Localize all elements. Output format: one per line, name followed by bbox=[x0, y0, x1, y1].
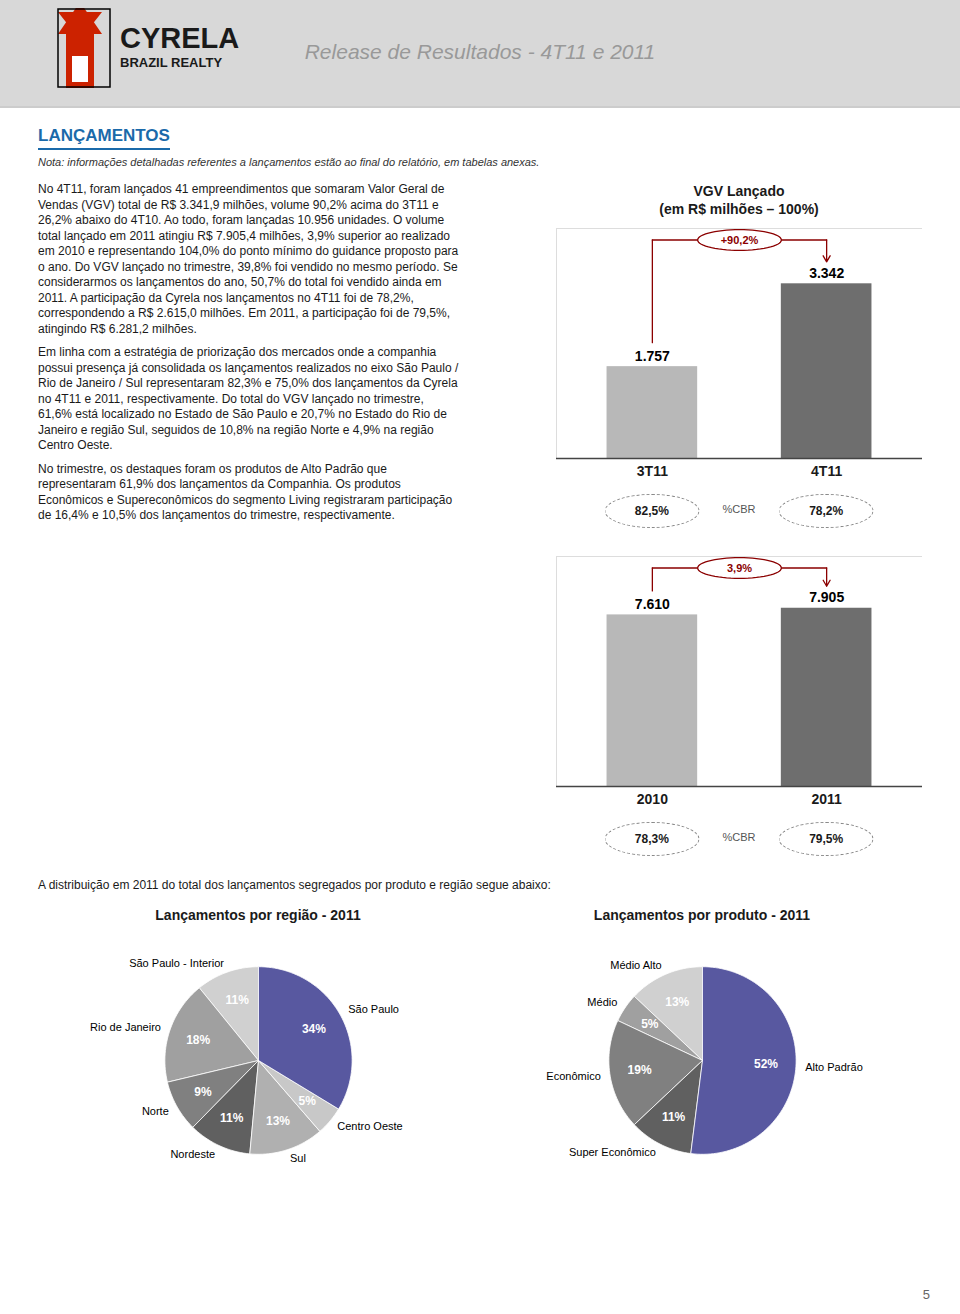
html-text:considerarmos os lançamentos d: considerarmos os lançamentos do ano, 50,… bbox=[38, 275, 442, 289]
html-text:atingindo R$ 6.281,2 milhões.: atingindo R$ 6.281,2 milhões. bbox=[38, 321, 197, 336]
svg-text:34%: 34% bbox=[302, 1022, 326, 1036]
svg-text:2010: 2010 bbox=[637, 791, 668, 807]
html-text:26,2% abaixo do 4T10. Ao todo,: 26,2% abaixo do 4T10. Ao todo, foram lan… bbox=[38, 213, 445, 227]
html-text:VGV Lançado: VGV Lançado bbox=[693, 183, 785, 199]
svg-text:Sul: Sul bbox=[290, 1152, 306, 1164]
html-text:BRAZIL REALTY: BRAZIL REALTY bbox=[120, 55, 223, 70]
html-text:A distribuição em 2011 do tota: A distribuição em 2011 do total dos lanç… bbox=[38, 878, 551, 892]
html-text:61,6% está localizado no Estad: 61,6% está localizado no Estado de São P… bbox=[38, 407, 447, 421]
html-text:%CBR: %CBR bbox=[722, 503, 756, 515]
svg-text:13%: 13% bbox=[266, 1114, 290, 1128]
svg-text:Norte: Norte bbox=[142, 1105, 169, 1117]
html-text:78,2%: 78,2% bbox=[809, 504, 844, 518]
svg-text:11%: 11% bbox=[662, 1110, 686, 1124]
html-text:total lançado em 2011 atingiu: total lançado em 2011 atingiu R$ 7.905,4… bbox=[38, 228, 450, 243]
svg-text:Nordeste: Nordeste bbox=[170, 1148, 215, 1160]
svg-text:Rio de Janeiro: Rio de Janeiro bbox=[90, 1021, 161, 1033]
html-text:Econômicos e Supereconômicos d: Econômicos e Supereconômicos do segmento… bbox=[38, 492, 453, 507]
svg-text:2011: 2011 bbox=[811, 791, 842, 807]
html-text:de 16,4% e 10,5% dos lançament: de 16,4% e 10,5% dos lançamentos do trim… bbox=[38, 508, 395, 522]
html-text:78,3%: 78,3% bbox=[634, 832, 669, 846]
svg-text:São Paulo - Interior: São Paulo - Interior bbox=[129, 957, 224, 969]
svg-text:7.610: 7.610 bbox=[635, 596, 670, 612]
svg-text:4T11: 4T11 bbox=[811, 463, 842, 479]
html-text:Release de Resultados - 4T11 e: Release de Resultados - 4T11 e 2011 bbox=[304, 40, 656, 63]
html-text:(em R$ milhões – 100%): (em R$ milhões – 100%) bbox=[659, 201, 819, 217]
html-text:o ano. Do VGV lançado no trime: o ano. Do VGV lançado no trimestre, 39,8… bbox=[38, 259, 458, 274]
html-text:no 4T11 e 2011, respectivament: no 4T11 e 2011, respectivamente. Do tota… bbox=[38, 391, 424, 406]
html-text:Nota: informações detalhadas r: Nota: informações detalhadas referentes … bbox=[38, 156, 540, 168]
svg-text:18%: 18% bbox=[186, 1033, 210, 1047]
html-text:correspondendo a R$ 2.615,0 mi: correspondendo a R$ 2.615,0 milhões. Em … bbox=[38, 306, 450, 320]
html-text:No 4T11, foram lançados 41 emp: No 4T11, foram lançados 41 empreendiment… bbox=[38, 182, 445, 196]
html-text:5: 5 bbox=[922, 1287, 930, 1302]
html-text:representaram 61,9% dos lançam: representaram 61,9% dos lançamentos da C… bbox=[38, 477, 401, 491]
svg-text:Médio: Médio bbox=[587, 996, 617, 1008]
html-text:82,5%: 82,5% bbox=[634, 504, 669, 518]
html-text:Lançamentos por região - 2011: Lançamentos por região - 2011 bbox=[155, 907, 361, 923]
svg-text:11%: 11% bbox=[225, 993, 249, 1007]
html-text:2011. A participação da Cyrela: 2011. A participação da Cyrela nos lança… bbox=[38, 290, 414, 305]
svg-text:52%: 52% bbox=[754, 1057, 778, 1071]
html-text:Janeiro e região Sul, seguidos: Janeiro e região Sul, seguidos de 10,8% … bbox=[38, 422, 434, 437]
svg-text:Econômico: Econômico bbox=[546, 1070, 600, 1082]
svg-text:5%: 5% bbox=[641, 1017, 659, 1031]
svg-text:3.342: 3.342 bbox=[809, 265, 844, 281]
svg-text:7.905: 7.905 bbox=[809, 589, 844, 605]
svg-text:1.757: 1.757 bbox=[635, 348, 670, 364]
svg-text:+90,2%: +90,2% bbox=[721, 234, 759, 246]
html-text:em 2010 e representando 104,0%: em 2010 e representando 104,0% do ponto … bbox=[38, 244, 459, 258]
html-text:No trimestre, os destaques for: No trimestre, os destaques foram os prod… bbox=[38, 461, 387, 476]
html-text:Centro Oeste.: Centro Oeste. bbox=[38, 438, 113, 452]
svg-text:5%: 5% bbox=[299, 1094, 317, 1108]
html-text:CYRELA: CYRELA bbox=[120, 22, 240, 54]
svg-text:9%: 9% bbox=[194, 1085, 212, 1099]
svg-text:3T11: 3T11 bbox=[637, 463, 668, 479]
svg-text:Médio Alto: Médio Alto bbox=[610, 959, 661, 971]
svg-text:Super Econômico: Super Econômico bbox=[569, 1146, 656, 1158]
svg-text:São Paulo: São Paulo bbox=[348, 1003, 399, 1015]
html-text:possui presença já consolidada: possui presença já consolidada os lançam… bbox=[38, 360, 459, 375]
svg-text:13%: 13% bbox=[665, 995, 689, 1009]
svg-text:Alto Padrão: Alto Padrão bbox=[805, 1060, 862, 1072]
svg-text:11%: 11% bbox=[220, 1111, 244, 1125]
html-text:Lançamentos por produto - 2011: Lançamentos por produto - 2011 bbox=[593, 907, 811, 923]
html-text:Rio de Janeiro / Sul represent: Rio de Janeiro / Sul representaram 82,3%… bbox=[38, 376, 458, 390]
html-text:79,5%: 79,5% bbox=[809, 832, 844, 846]
html-text:%CBR: %CBR bbox=[722, 831, 756, 843]
html-text:Vendas (VGV) total de R$ 3.341: Vendas (VGV) total de R$ 3.341,9 milhões… bbox=[38, 197, 439, 212]
svg-text:Centro Oeste: Centro Oeste bbox=[337, 1120, 402, 1132]
html-text:Em linha com a estratégia de p: Em linha com a estratégia de priorização… bbox=[38, 345, 437, 359]
html-text:LANÇAMENTOS: LANÇAMENTOS bbox=[38, 126, 170, 145]
svg-text:19%: 19% bbox=[628, 1063, 652, 1077]
svg-text:3,9%: 3,9% bbox=[727, 562, 752, 574]
